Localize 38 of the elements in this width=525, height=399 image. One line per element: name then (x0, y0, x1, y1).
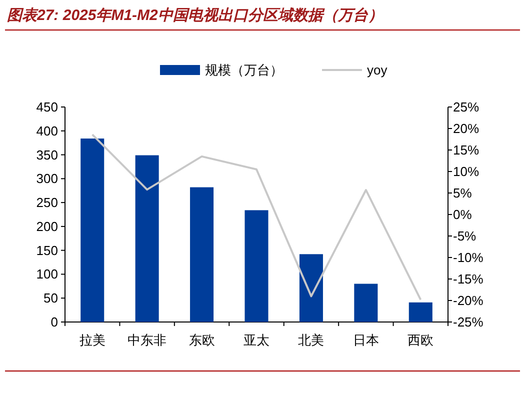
y2-tick-label: 5% (453, 186, 472, 200)
x-tick-label: 西欧 (408, 332, 434, 348)
y-tick-label: 400 (36, 123, 58, 138)
y2-tick-label: 20% (453, 121, 480, 136)
chart-title: 图表27: 2025年M1-M2中国电视出口分区域数据（万台） (7, 7, 383, 24)
y2-tick-label: -5% (453, 228, 477, 244)
x-tick-label: 亚太 (244, 332, 270, 348)
y2-tick-label: 25% (453, 100, 480, 114)
bar (190, 187, 214, 322)
bar (354, 284, 378, 322)
x-tick-label: 北美 (298, 332, 324, 348)
y2-tick-label: 10% (453, 164, 480, 179)
y2-tick-label: 15% (453, 142, 480, 158)
y2-tick-label: 0% (453, 207, 472, 222)
legend-label: 规模（万台） (205, 62, 283, 78)
y2-tick-label: -25% (453, 314, 484, 330)
y-tick-label: 100 (36, 266, 58, 282)
y-tick-label: 200 (36, 218, 58, 234)
y2-tick-label: -20% (453, 293, 484, 308)
x-tick-label: 东欧 (188, 332, 215, 348)
bar (408, 302, 432, 322)
y2-tick-label: -15% (453, 272, 484, 286)
y-tick-label: 450 (36, 100, 58, 114)
y-tick-label: 0 (50, 314, 58, 330)
y-tick-label: 150 (36, 242, 58, 258)
y2-tick-label: -10% (453, 250, 484, 265)
bar (244, 210, 268, 322)
legend-label: yoy (367, 62, 388, 78)
x-tick-label: 拉美 (79, 332, 106, 348)
x-tick-label: 中东非 (128, 332, 167, 348)
y-tick-label: 250 (36, 195, 58, 210)
y-tick-label: 300 (36, 171, 58, 186)
bar (80, 138, 104, 322)
y-tick-label: 350 (36, 147, 58, 162)
x-tick-label: 日本 (352, 332, 379, 348)
bar (135, 155, 159, 322)
bar (299, 254, 323, 322)
y-tick-label: 50 (44, 290, 58, 306)
